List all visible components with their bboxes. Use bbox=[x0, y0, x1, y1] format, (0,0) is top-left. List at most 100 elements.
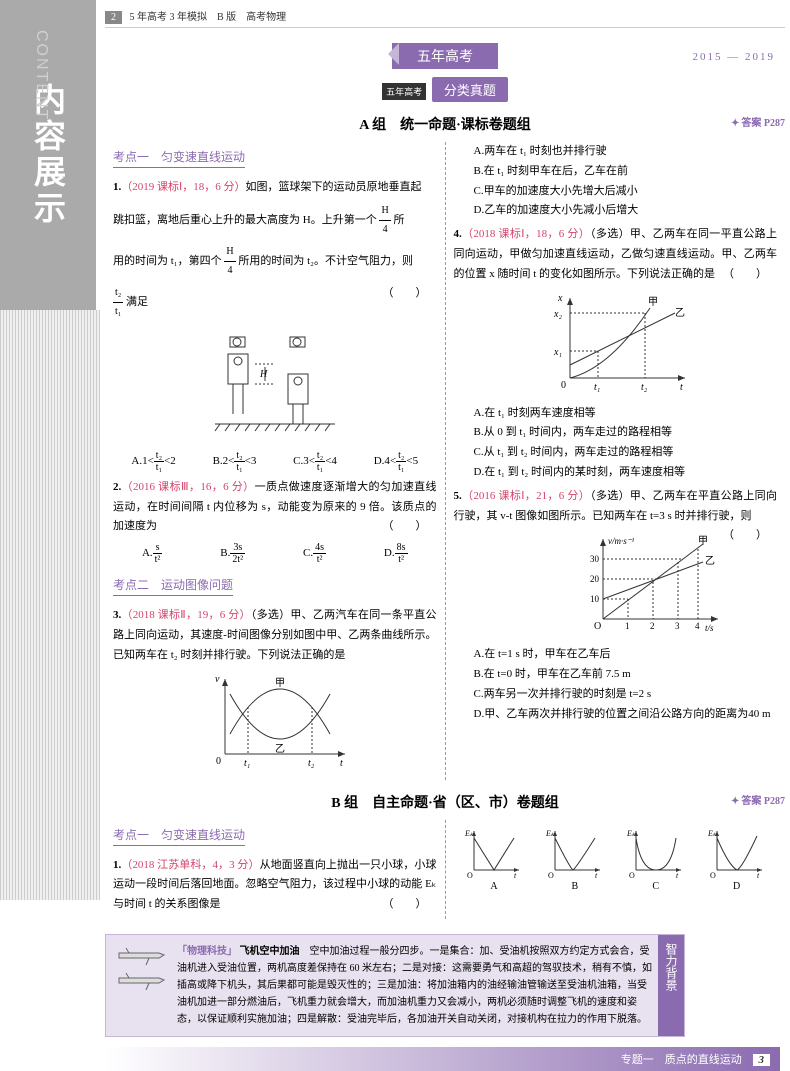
chart-c: EₖtO C bbox=[626, 828, 686, 892]
svg-text:t: t bbox=[340, 758, 343, 769]
chart-b: EₖtO B bbox=[545, 828, 605, 892]
group-a-title: A 组 统一命题·课标卷题组 答案 P287 bbox=[105, 114, 785, 134]
svg-text:t/s: t/s bbox=[705, 623, 714, 633]
sub-banner: 五年高考 分类真题 bbox=[105, 77, 785, 102]
two-column-layout: 考点一 匀变速直线运动 1.（2019 课标Ⅰ，18，6 分）如图，篮球架下的运… bbox=[105, 142, 785, 780]
year-range: 2015 — 2019 bbox=[693, 51, 776, 63]
q1-line3: 用的时间为 t₁，第四个 H4 所用的时间为 t₂。不计空气阻力，则 bbox=[113, 243, 437, 280]
q1-line4: t₂t₁ 满足 （ ） bbox=[113, 284, 437, 321]
chart-d: EₖtO D bbox=[707, 828, 767, 892]
svg-text:O: O bbox=[629, 871, 635, 878]
answer-ref-a: 答案 P287 bbox=[731, 114, 785, 129]
svg-text:4: 4 bbox=[695, 621, 700, 631]
q3-figure: v t 0 甲 乙 t₁ t₂ bbox=[113, 674, 437, 772]
page-header: 2 5 年高考 3 年模拟 B 版 高考物理 bbox=[105, 5, 785, 28]
svg-text:O: O bbox=[548, 871, 554, 878]
question-3: 3.（2018 课标Ⅱ，19，6 分）（多选）甲、乙两汽车在同一条平直公路上同向… bbox=[113, 606, 437, 665]
xt-chart: x t 0 甲 乙 t₁ t₂ x₁ x₂ bbox=[540, 293, 690, 393]
svg-text:1: 1 bbox=[625, 621, 630, 631]
page: 内容展示 CONTENT 2 5 年高考 3 年模拟 B 版 高考物理 五年高考… bbox=[0, 0, 790, 1071]
q4-figure: x t 0 甲 乙 t₁ t₂ x₁ x₂ bbox=[454, 293, 778, 396]
svg-text:x₁: x₁ bbox=[553, 347, 562, 358]
svg-text:t: t bbox=[676, 871, 679, 878]
basketball-figure: H bbox=[205, 329, 345, 439]
vt-chart-2: v/m·s⁻¹ t/s O 甲 乙 10 20 30 1 2 3 4 bbox=[573, 534, 723, 634]
page-footer: 专题一 质点的直线运动 3 bbox=[105, 1047, 780, 1071]
svg-text:t: t bbox=[680, 382, 683, 393]
sub-title: 分类真题 bbox=[432, 77, 508, 102]
svg-text:0: 0 bbox=[216, 756, 221, 767]
q4-options: A.在 t₁ 时刻两车速度相等 B.从 0 到 t₁ 时间内，两车走过的路程相等… bbox=[474, 404, 778, 483]
svg-text:0: 0 bbox=[561, 380, 566, 391]
kaodian-2: 考点二 运动图像问题 bbox=[113, 576, 233, 596]
svg-text:O: O bbox=[594, 621, 601, 632]
q2-options: A.st² B.3s2t² C.4st² D.8st² bbox=[113, 542, 437, 565]
svg-text:t₁: t₁ bbox=[594, 382, 600, 393]
question-b1: 1.（2018 江苏单科，4，3 分）从地面竖直向上抛出一只小球，小球运动一段时… bbox=[113, 856, 437, 915]
svg-text:10: 10 bbox=[590, 594, 600, 604]
right-column: A.两车在 t₁ 时刻也并排行驶 B.在 t₁ 时刻甲车在后，乙车在前 C.甲车… bbox=[446, 142, 786, 780]
question-2: 2.（2016 课标Ⅲ，16，6 分）一质点做速度逐渐增大的匀加速直线运动，在时… bbox=[113, 478, 437, 537]
svg-text:x₂: x₂ bbox=[553, 309, 562, 320]
page-number: 2 bbox=[105, 11, 122, 24]
question-1: 1.（2019 课标Ⅰ，18，6 分）如图，篮球架下的运动员原地垂直起 bbox=[113, 178, 437, 198]
airplane-icon bbox=[114, 943, 169, 1028]
question-4: 4.（2018 课标Ⅰ，18，6 分）（多选）甲、乙两车在同一平直公路上同向运动… bbox=[454, 225, 778, 284]
kaodian-b1: 考点一 匀变速直线运动 bbox=[113, 826, 245, 846]
svg-text:H: H bbox=[259, 369, 268, 380]
left-column: 考点一 匀变速直线运动 1.（2019 课标Ⅰ，18，6 分）如图，篮球架下的运… bbox=[105, 142, 446, 780]
vt-chart-1: v t 0 甲 乙 t₁ t₂ bbox=[200, 674, 350, 769]
q3-options: A.两车在 t₁ 时刻也并排行驶 B.在 t₁ 时刻甲车在后，乙车在前 C.甲车… bbox=[474, 142, 778, 221]
svg-text:甲: 甲 bbox=[648, 297, 658, 308]
svg-text:O: O bbox=[710, 871, 716, 878]
svg-text:v: v bbox=[215, 674, 220, 685]
svg-text:3: 3 bbox=[675, 621, 680, 631]
q5-options: A.在 t=1 s 时，甲车在乙车后 B.在 t=0 时，甲车在乙车前 7.5 … bbox=[474, 645, 778, 724]
svg-text:Eₖ: Eₖ bbox=[626, 829, 636, 838]
header-title: 5 年高考 3 年模拟 B 版 高考物理 bbox=[130, 12, 287, 23]
svg-text:O: O bbox=[467, 871, 473, 878]
b-left-column: 考点一 匀变速直线运动 1.（2018 江苏单科，4，3 分）从地面竖直向上抛出… bbox=[105, 820, 446, 919]
svg-text:2: 2 bbox=[650, 621, 655, 631]
content: 2 5 年高考 3 年模拟 B 版 高考物理 五年高考 2015 — 2019 … bbox=[105, 0, 785, 919]
svg-text:乙: 乙 bbox=[275, 743, 285, 755]
sidebar-pattern bbox=[0, 310, 100, 900]
svg-text:x: x bbox=[557, 293, 563, 304]
group-b-layout: 考点一 匀变速直线运动 1.（2018 江苏单科，4，3 分）从地面竖直向上抛出… bbox=[105, 820, 785, 919]
bottom-text: 「物理科技」 飞机空中加油 空中加油过程一般分四步。一是集合：加、受油机按照双方… bbox=[177, 943, 676, 1028]
b1-charts: EₖtO A EₖtO B EₖtO C EₖtO D bbox=[454, 828, 778, 892]
svg-text:乙: 乙 bbox=[705, 555, 715, 567]
svg-text:t: t bbox=[757, 871, 760, 878]
q1-line2: 跳扣篮，离地后重心上升的最大高度为 H。上升第一个 H4 所 bbox=[113, 202, 437, 239]
q1-figure: H bbox=[113, 329, 437, 442]
group-b-title: B 组 自主命题·省（区、市）卷题组 答案 P287 bbox=[105, 792, 785, 812]
b-right-column: EₖtO A EₖtO B EₖtO C EₖtO D bbox=[446, 820, 786, 919]
q5-figure: v/m·s⁻¹ t/s O 甲 乙 10 20 30 1 2 3 4 bbox=[454, 534, 758, 637]
sub-tag: 五年高考 bbox=[382, 83, 426, 100]
svg-text:20: 20 bbox=[590, 574, 600, 584]
svg-text:t₂: t₂ bbox=[308, 758, 315, 769]
svg-text:30: 30 bbox=[590, 554, 600, 564]
sidebar-title-en: CONTENT bbox=[32, 30, 50, 121]
svg-text:t: t bbox=[595, 871, 598, 878]
banner-title: 五年高考 bbox=[392, 43, 498, 69]
svg-text:t: t bbox=[514, 871, 517, 878]
bottom-label: 智力背景 bbox=[658, 935, 684, 1036]
svg-text:t₂: t₂ bbox=[641, 382, 648, 393]
svg-text:甲: 甲 bbox=[698, 536, 708, 547]
footer-page-num: 3 bbox=[753, 1054, 771, 1066]
svg-text:甲: 甲 bbox=[275, 678, 285, 689]
bottom-info-box: 「物理科技」 飞机空中加油 空中加油过程一般分四步。一是集合：加、受油机按照双方… bbox=[105, 934, 685, 1037]
sidebar: 内容展示 CONTENT bbox=[0, 0, 100, 900]
svg-text:v/m·s⁻¹: v/m·s⁻¹ bbox=[608, 536, 634, 546]
chart-a: EₖtO A bbox=[464, 828, 524, 892]
svg-text:Eₖ: Eₖ bbox=[464, 829, 474, 838]
question-5: 5.（2016 课标Ⅰ，21，6 分）（多选）甲、乙两车在平直公路上同向行驶，其… bbox=[454, 487, 778, 527]
main-banner: 五年高考 2015 — 2019 bbox=[105, 43, 785, 69]
kaodian-1: 考点一 匀变速直线运动 bbox=[113, 148, 245, 168]
svg-text:乙: 乙 bbox=[675, 307, 685, 319]
answer-ref-b: 答案 P287 bbox=[731, 792, 785, 807]
q1-options: A.1<t₂t₁<2 B.2<t₂t₁<3 C.3<t₂t₁<4 D.4<t₂t… bbox=[113, 450, 437, 473]
svg-text:t₁: t₁ bbox=[244, 758, 250, 769]
svg-text:Eₖ: Eₖ bbox=[545, 829, 555, 838]
